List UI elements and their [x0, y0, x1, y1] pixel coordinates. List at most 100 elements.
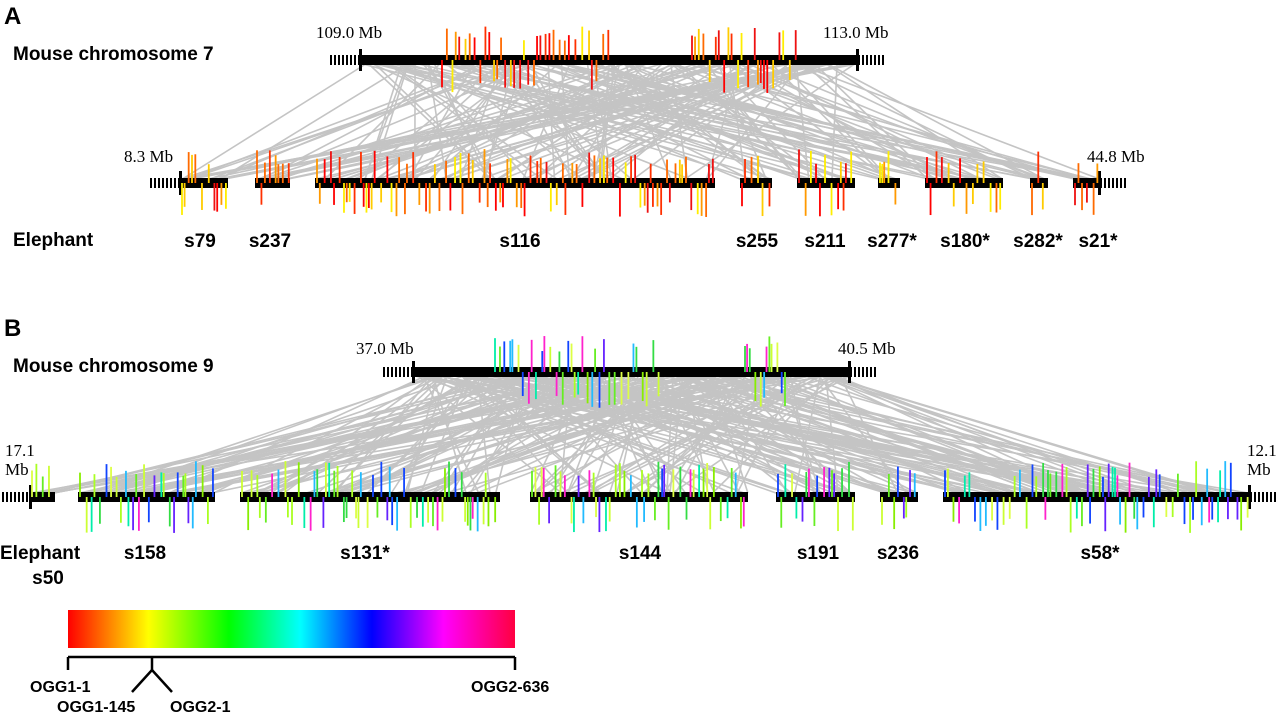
scaffold-label: s236	[877, 543, 919, 564]
bottom-start: Mb	[5, 460, 29, 479]
chromosome-end	[174, 178, 176, 188]
synteny-link	[182, 63, 367, 180]
scaffold-label: s79	[184, 231, 216, 252]
synteny-link	[644, 375, 1122, 494]
panel-label: B	[4, 315, 21, 342]
synteny-link	[389, 63, 558, 180]
start-tick	[29, 485, 32, 509]
chromosome-end	[862, 55, 864, 65]
synteny-link	[256, 375, 485, 494]
synteny-link	[422, 375, 967, 494]
chromosome-end	[338, 55, 340, 65]
synteny-link	[469, 375, 601, 494]
chromosome-bar	[255, 178, 290, 188]
top-end: 40.5 Mb	[838, 339, 896, 358]
chromosome-end	[407, 367, 409, 377]
synteny-link	[417, 375, 563, 494]
synteny-link	[386, 63, 772, 180]
chromosome-bar	[880, 492, 918, 502]
chromosome-end	[1262, 492, 1264, 502]
chromosome-end	[403, 367, 405, 377]
synteny-link	[501, 375, 1200, 494]
chromosome-end	[26, 492, 28, 502]
chromosome-end	[1112, 178, 1114, 188]
bottom-species: Elephant	[13, 230, 94, 251]
scaffold-label: s21*	[1078, 231, 1118, 252]
synteny-link	[416, 375, 1040, 494]
chromosome-bar	[180, 178, 228, 188]
synteny-link	[729, 63, 889, 180]
chromosome-end	[154, 178, 156, 188]
scaffold-label: s191	[797, 543, 840, 564]
chromosome-bar	[530, 492, 748, 502]
bottom-start: 17.1	[5, 441, 35, 460]
chromosome-end	[334, 55, 336, 65]
synteny-link	[378, 63, 675, 180]
synteny-link	[350, 375, 785, 494]
synteny-link	[427, 375, 669, 494]
scaffold-label: s116	[499, 231, 540, 252]
chromosome-bar	[797, 178, 855, 188]
synteny-link	[432, 375, 467, 494]
chromosome-end	[162, 178, 164, 188]
chromosome-bar	[78, 492, 215, 502]
chromosome-end	[1104, 178, 1106, 188]
synteny-link	[541, 63, 1085, 180]
panel-label: A	[4, 3, 21, 30]
synteny-link	[528, 63, 964, 180]
chromosome-end	[166, 178, 168, 188]
chromosome-end	[1254, 492, 1256, 502]
synteny-link	[334, 375, 434, 494]
synteny-link	[804, 63, 929, 180]
end-tick	[1098, 171, 1101, 195]
chromosome-bar	[315, 178, 715, 188]
synteny-link	[209, 63, 513, 180]
synteny-link	[395, 63, 1037, 180]
chromosome-end	[354, 55, 356, 65]
synteny-link	[372, 63, 623, 180]
bottom-end: 12.1	[1247, 441, 1277, 460]
synteny-link	[782, 63, 890, 180]
bottom-start: 8.3 Mb	[124, 147, 173, 166]
chromosome-end	[330, 55, 332, 65]
synteny-link	[461, 63, 801, 180]
synteny-link	[723, 63, 957, 180]
top-start: 37.0 Mb	[356, 339, 414, 358]
synteny-link	[139, 375, 536, 494]
synteny-link	[377, 63, 982, 180]
synteny-link	[258, 63, 538, 180]
scaffold-label: s237	[249, 231, 291, 252]
synteny-link	[805, 375, 1124, 494]
chromosome-end	[170, 178, 172, 188]
synteny-link	[275, 375, 478, 494]
synteny-link	[559, 375, 573, 494]
chromosome-end	[866, 367, 868, 377]
chromosome-end	[1258, 492, 1260, 502]
chromosome-end	[858, 367, 860, 377]
scaffold-label: s131*	[340, 543, 390, 564]
chromosome-end	[158, 178, 160, 188]
chromosome-end	[399, 367, 401, 377]
chromosome-end	[6, 492, 8, 502]
legend-label: OGG1-145	[57, 699, 135, 714]
synteny-link	[475, 63, 980, 180]
scaffold-label: s144	[619, 543, 662, 564]
synteny-link	[797, 63, 1100, 180]
synteny-link	[416, 375, 788, 494]
legend-axis	[66, 655, 517, 693]
chromosome-end	[391, 367, 393, 377]
bottom-end: 44.8 Mb	[1087, 147, 1145, 166]
synteny-link	[672, 63, 1091, 180]
chromosome-bar	[240, 492, 500, 502]
chromosome-end	[874, 55, 876, 65]
synteny-link	[364, 63, 403, 180]
synteny-link	[371, 63, 410, 180]
chromosome-end	[18, 492, 20, 502]
synteny-link	[584, 375, 1014, 494]
chromosome-bar	[776, 492, 855, 502]
chromosome-end	[395, 367, 397, 377]
links	[30, 63, 1249, 494]
chromosome-end	[1120, 178, 1122, 188]
bottom-species: Elephant	[0, 543, 81, 564]
